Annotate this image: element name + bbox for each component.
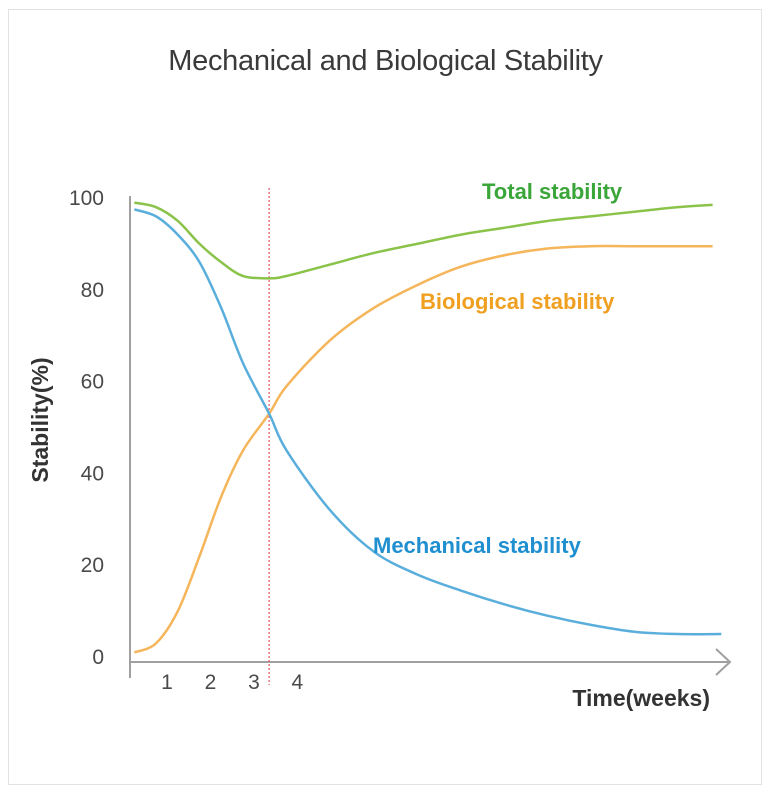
total-stability-label: Total stability [482, 179, 623, 204]
y-tick-labels: 0 20 40 60 80 100 [69, 187, 104, 669]
x-axis-arrow [715, 648, 732, 676]
mechanical-stability-label: Mechanical stability [373, 533, 582, 558]
x-tick-label: 4 [292, 671, 304, 694]
series-labels: Total stability Biological stability Mecha… [373, 179, 623, 558]
biological-stability-line [133, 244, 713, 654]
x-axis-label: Time(weeks) [572, 685, 710, 711]
total-stability-line [134, 201, 713, 280]
biological-stability-label: Biological stability [420, 289, 615, 314]
axes [129, 196, 732, 678]
chart-frame [8, 9, 762, 785]
series-lines [133, 201, 722, 654]
y-tick-label: 40 [81, 462, 104, 485]
chart-title: Mechanical and Biological Stability [168, 45, 603, 77]
mechanical-stability-line [133, 208, 722, 636]
y-tick-label: 60 [81, 371, 104, 394]
x-tick-labels: 1 2 3 4 [161, 671, 303, 694]
y-tick-label: 80 [81, 279, 104, 302]
x-tick-label: 2 [205, 671, 217, 694]
y-axis-label: Stability(%) [27, 357, 53, 482]
x-tick-label: 1 [161, 671, 173, 694]
x-tick-label: 3 [248, 671, 260, 694]
y-tick-label: 100 [69, 187, 104, 210]
y-tick-label: 0 [92, 646, 104, 669]
y-tick-label: 20 [81, 554, 104, 577]
